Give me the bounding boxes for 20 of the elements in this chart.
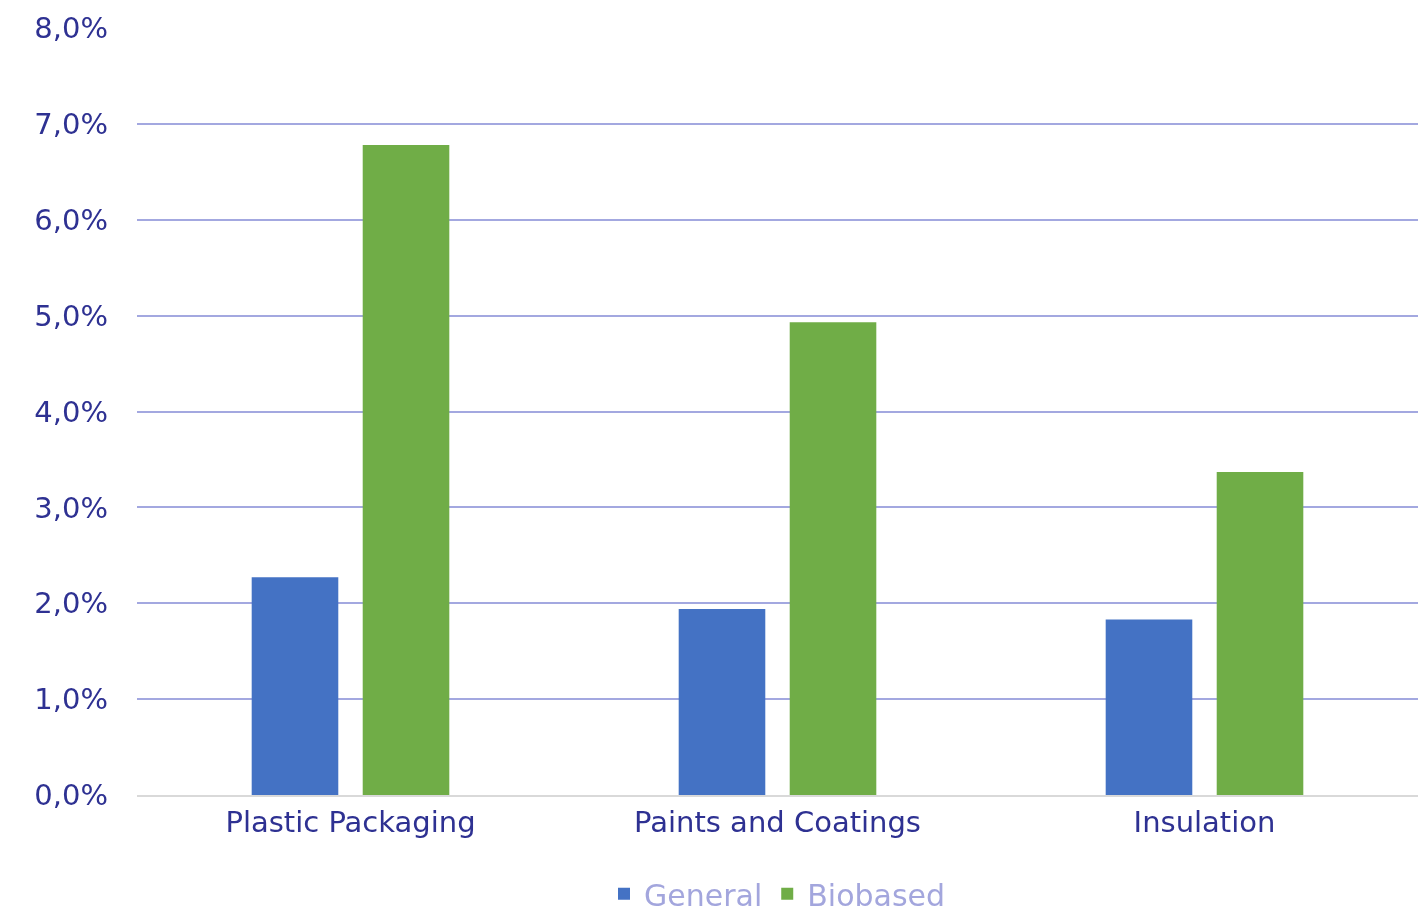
y-tick-label: 0,0% — [34, 778, 108, 813]
bar — [251, 577, 339, 795]
legend-label: General — [644, 877, 763, 913]
y-tick-label: 6,0% — [34, 202, 108, 237]
legend-label: Biobased — [807, 877, 946, 913]
y-tick-label: 2,0% — [34, 586, 108, 621]
bar — [1216, 471, 1304, 795]
bar — [678, 609, 766, 795]
y-tick-label: 4,0% — [34, 394, 108, 429]
x-tick-label: Plastic Packaging — [225, 804, 476, 839]
y-tick-label: 7,0% — [34, 107, 108, 142]
y-tick-label: 1,0% — [34, 682, 108, 717]
bar — [789, 322, 877, 795]
y-tick-label: 3,0% — [34, 490, 108, 525]
y-tick-label: 8,0% — [34, 11, 108, 46]
y-tick-label: 5,0% — [34, 298, 108, 333]
x-tick-label: Paints and Coatings — [634, 804, 921, 839]
bar — [1105, 619, 1193, 795]
x-tick-label: Insulation — [1133, 804, 1276, 839]
bar — [362, 144, 450, 795]
